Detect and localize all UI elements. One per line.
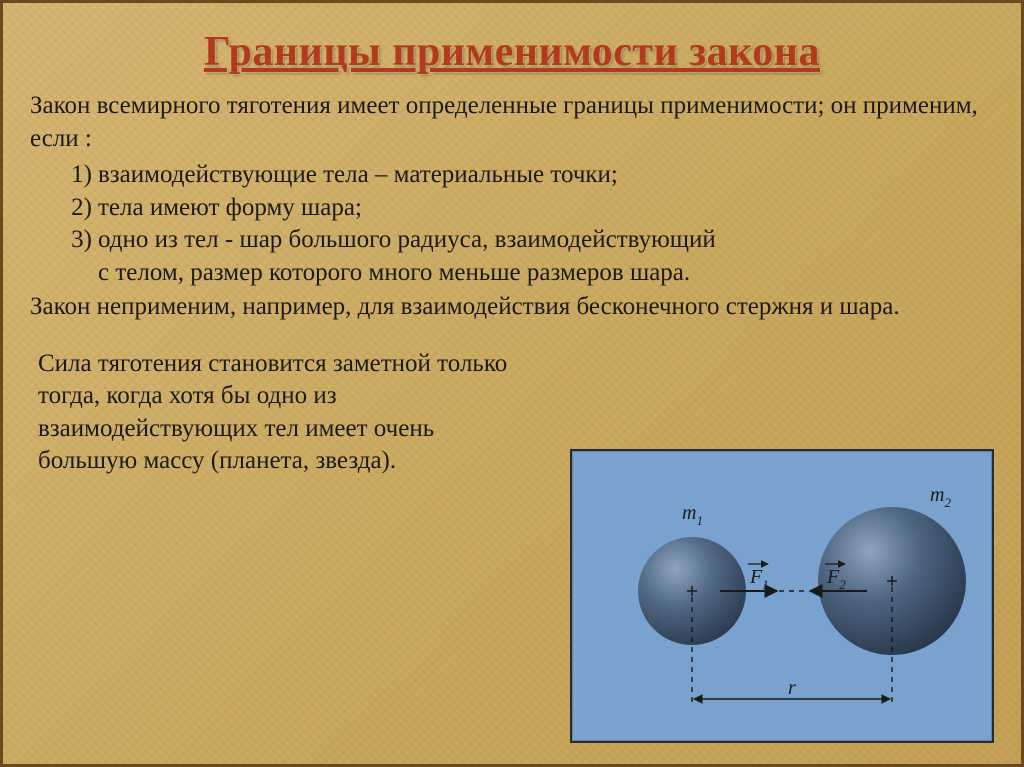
- list-number: 2): [30, 192, 98, 225]
- label-m2: m2: [930, 484, 951, 510]
- side-note: Сила тяготения становится заметной тольк…: [26, 348, 538, 478]
- label-m1: m1: [682, 502, 703, 528]
- diagram-svg: m1 m2 F1 F2 r: [572, 451, 992, 741]
- list-number: 3): [30, 224, 98, 257]
- list-text: взаимодействующие тела – материальные то…: [98, 159, 998, 192]
- list-item-continuation: с телом, размер которого много меньше ра…: [30, 257, 998, 290]
- label-f1: F1: [749, 566, 769, 592]
- gravity-diagram: m1 m2 F1 F2 r: [570, 449, 994, 743]
- list-item: 1) взаимодействующие тела – материальные…: [30, 159, 998, 192]
- list-item: 3) одно из тел - шар большого радиуса, в…: [30, 224, 998, 257]
- label-r: r: [788, 677, 796, 699]
- applicability-list: 1) взаимодействующие тела – материальные…: [30, 159, 998, 289]
- page-title: Границы применимости закона: [26, 28, 998, 76]
- list-number: 1): [30, 159, 98, 192]
- intro-text: Закон всемирного тяготения имеет определ…: [30, 90, 998, 155]
- conclusion-text: Закон неприменим, например, для взаимоде…: [30, 291, 998, 324]
- list-text: одно из тел - шар большого радиуса, взаи…: [98, 224, 998, 257]
- list-item: 2) тела имеют форму шара;: [30, 192, 998, 225]
- list-text: тела имеют форму шара;: [98, 192, 998, 225]
